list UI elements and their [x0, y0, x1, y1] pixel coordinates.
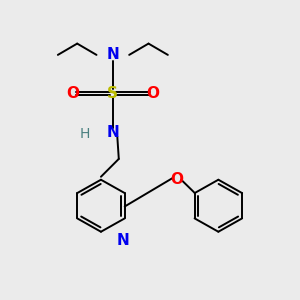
Text: N: N	[106, 47, 119, 62]
Text: S: S	[107, 86, 118, 101]
Text: O: O	[146, 86, 160, 101]
Text: N: N	[106, 125, 119, 140]
Text: O: O	[66, 86, 79, 101]
Text: N: N	[117, 233, 130, 248]
Text: O: O	[170, 172, 183, 187]
Text: H: H	[80, 127, 90, 141]
